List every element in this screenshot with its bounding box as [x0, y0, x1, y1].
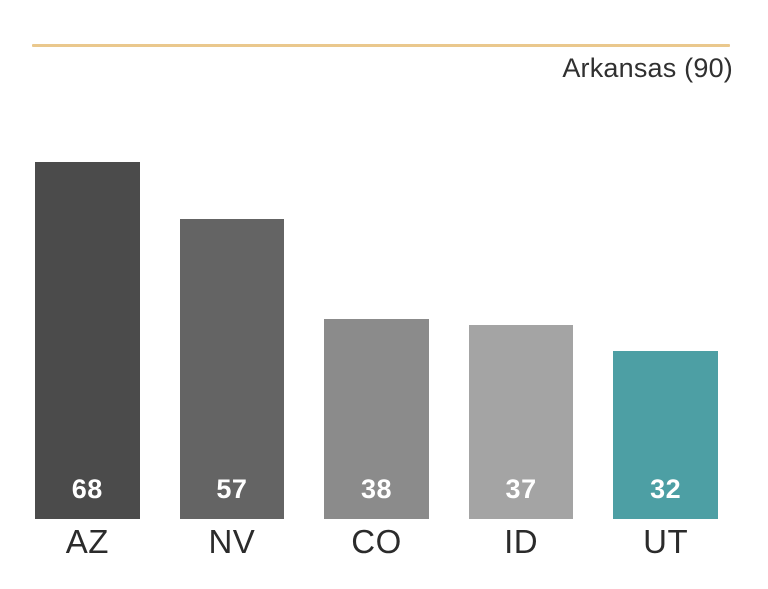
- x-axis: AZ NV CO ID UT: [35, 524, 718, 560]
- bar-nv: 57: [179, 219, 285, 519]
- bar-az: 68: [35, 161, 140, 519]
- bar-co: 38: [324, 319, 429, 519]
- plot-area: 68 57 38 37 32: [35, 46, 718, 519]
- bar-value-label: 68: [71, 474, 103, 504]
- bar-id: 37: [468, 324, 574, 519]
- x-axis-label-ut: UT: [643, 523, 689, 560]
- bar-value-label: 57: [216, 474, 248, 504]
- bar-value-label: 38: [360, 474, 392, 504]
- bar-value-label: 32: [650, 474, 682, 504]
- bar-ut: 32: [613, 350, 718, 519]
- x-axis-label-nv: NV: [208, 523, 256, 560]
- reference-line: [32, 44, 730, 47]
- reference-label: Arkansas (90): [562, 53, 733, 83]
- x-axis-label-id: ID: [504, 523, 539, 560]
- bar-value-label: 37: [505, 474, 537, 504]
- x-axis-label-az: AZ: [65, 523, 109, 560]
- x-axis-label-co: CO: [351, 523, 402, 560]
